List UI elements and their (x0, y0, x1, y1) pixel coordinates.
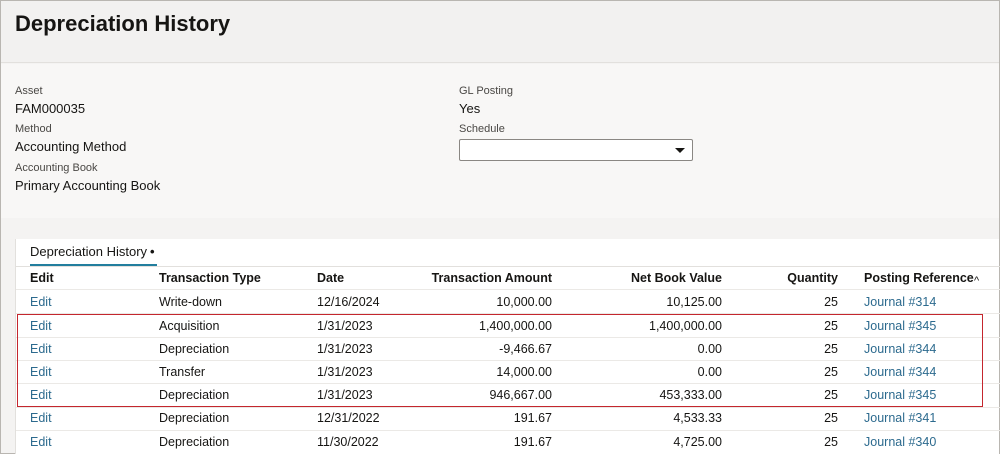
row-divider (16, 337, 1000, 338)
transaction-type-cell: Write-down (159, 295, 222, 309)
date-cell: 1/31/2023 (317, 365, 373, 379)
quantity-cell: 25 (824, 435, 838, 449)
row-divider (16, 313, 1000, 314)
tab-divider (16, 266, 1000, 267)
net-book-value-cell: 0.00 (697, 342, 722, 356)
date-cell: 11/30/2022 (317, 435, 379, 449)
column-header-net-book-value[interactable]: Net Book Value (631, 271, 722, 285)
quantity-cell: 25 (824, 319, 838, 333)
date-cell: 12/16/2024 (317, 295, 380, 309)
edit-link[interactable]: Edit (30, 411, 52, 425)
date-cell: 1/31/2023 (317, 342, 373, 356)
transaction-type-cell: Depreciation (159, 411, 230, 425)
date-cell: 1/31/2023 (317, 388, 373, 402)
quantity-cell: 25 (824, 295, 838, 309)
transaction-type-cell: Acquisition (159, 319, 220, 333)
accounting-book-value: Primary Accounting Book (15, 178, 161, 193)
depreciation-history-panel: Depreciation History • Edit Transaction T… (15, 239, 1000, 454)
transaction-amount-cell: 10,000.00 (496, 295, 552, 309)
posting-reference-link[interactable]: Journal #340 (864, 435, 937, 449)
net-book-value-cell: 1,400,000.00 (649, 319, 722, 333)
net-book-value-cell: 4,533.33 (673, 411, 722, 425)
net-book-value-cell: 4,725.00 (673, 435, 722, 449)
accounting-book-label: Accounting Book (15, 162, 98, 174)
net-book-value-cell: 10,125.00 (666, 295, 722, 309)
page-title: Depreciation History (15, 11, 231, 36)
transaction-type-cell: Depreciation (159, 342, 230, 356)
transaction-amount-cell: 1,400,000.00 (479, 319, 552, 333)
posting-reference-link[interactable]: Journal #344 (864, 342, 937, 356)
schedule-select[interactable] (459, 139, 693, 161)
gl-posting-label: GL Posting (459, 85, 514, 97)
tab-marker: • (150, 244, 155, 259)
net-book-value-cell: 453,333.00 (659, 388, 722, 402)
posting-reference-link[interactable]: Journal #345 (864, 388, 937, 402)
transaction-type-cell: Depreciation (159, 388, 230, 402)
schedule-label: Schedule (459, 123, 505, 135)
quantity-cell: 25 (824, 411, 838, 425)
sort-ascending-icon[interactable]: ^ (974, 275, 980, 287)
edit-link[interactable]: Edit (30, 319, 52, 333)
edit-link[interactable]: Edit (30, 365, 52, 379)
method-label: Method (15, 123, 52, 135)
column-header-quantity[interactable]: Quantity (787, 271, 838, 285)
column-header-transaction-type[interactable]: Transaction Type (159, 271, 261, 285)
date-cell: 12/31/2022 (317, 411, 380, 425)
asset-label: Asset (15, 85, 43, 97)
row-divider (16, 430, 1000, 431)
row-divider (16, 383, 1000, 384)
quantity-cell: 25 (824, 342, 838, 356)
date-cell: 1/31/2023 (317, 319, 373, 333)
quantity-cell: 25 (824, 365, 838, 379)
page-header: Depreciation History (1, 1, 999, 63)
method-value: Accounting Method (15, 139, 127, 154)
transaction-amount-cell: 946,667.00 (489, 388, 552, 402)
posting-reference-link[interactable]: Journal #345 (864, 319, 937, 333)
edit-link[interactable]: Edit (30, 295, 52, 309)
transaction-amount-cell: 191.67 (513, 411, 552, 425)
net-book-value-cell: 0.00 (697, 365, 722, 379)
quantity-cell: 25 (824, 388, 838, 402)
edit-link[interactable]: Edit (30, 435, 52, 449)
posting-reference-link[interactable]: Journal #314 (864, 295, 937, 309)
column-header-edit: Edit (30, 271, 54, 285)
column-header-date[interactable]: Date (317, 271, 345, 285)
transaction-type-cell: Transfer (159, 365, 206, 379)
transaction-amount-cell: 14,000.00 (496, 365, 552, 379)
tab-label: Depreciation History (30, 244, 148, 259)
posting-reference-link[interactable]: Journal #344 (864, 365, 937, 379)
transaction-amount-cell: -9,466.67 (499, 342, 552, 356)
gl-posting-value: Yes (459, 101, 481, 116)
posting-reference-link[interactable]: Journal #341 (864, 411, 937, 425)
header-divider (16, 289, 1000, 290)
transaction-type-cell: Depreciation (159, 435, 230, 449)
row-divider (16, 407, 1000, 408)
chevron-down-icon[interactable] (675, 148, 685, 153)
tab-depreciation-history[interactable]: Depreciation History • (30, 244, 157, 266)
column-header-posting-reference[interactable]: Posting Reference (864, 271, 974, 285)
edit-link[interactable]: Edit (30, 342, 52, 356)
column-header-transaction-amount[interactable]: Transaction Amount (431, 271, 552, 285)
transaction-amount-cell: 191.67 (513, 435, 552, 449)
edit-link[interactable]: Edit (30, 388, 52, 402)
row-divider (16, 360, 1000, 361)
asset-value: FAM000035 (15, 101, 86, 116)
